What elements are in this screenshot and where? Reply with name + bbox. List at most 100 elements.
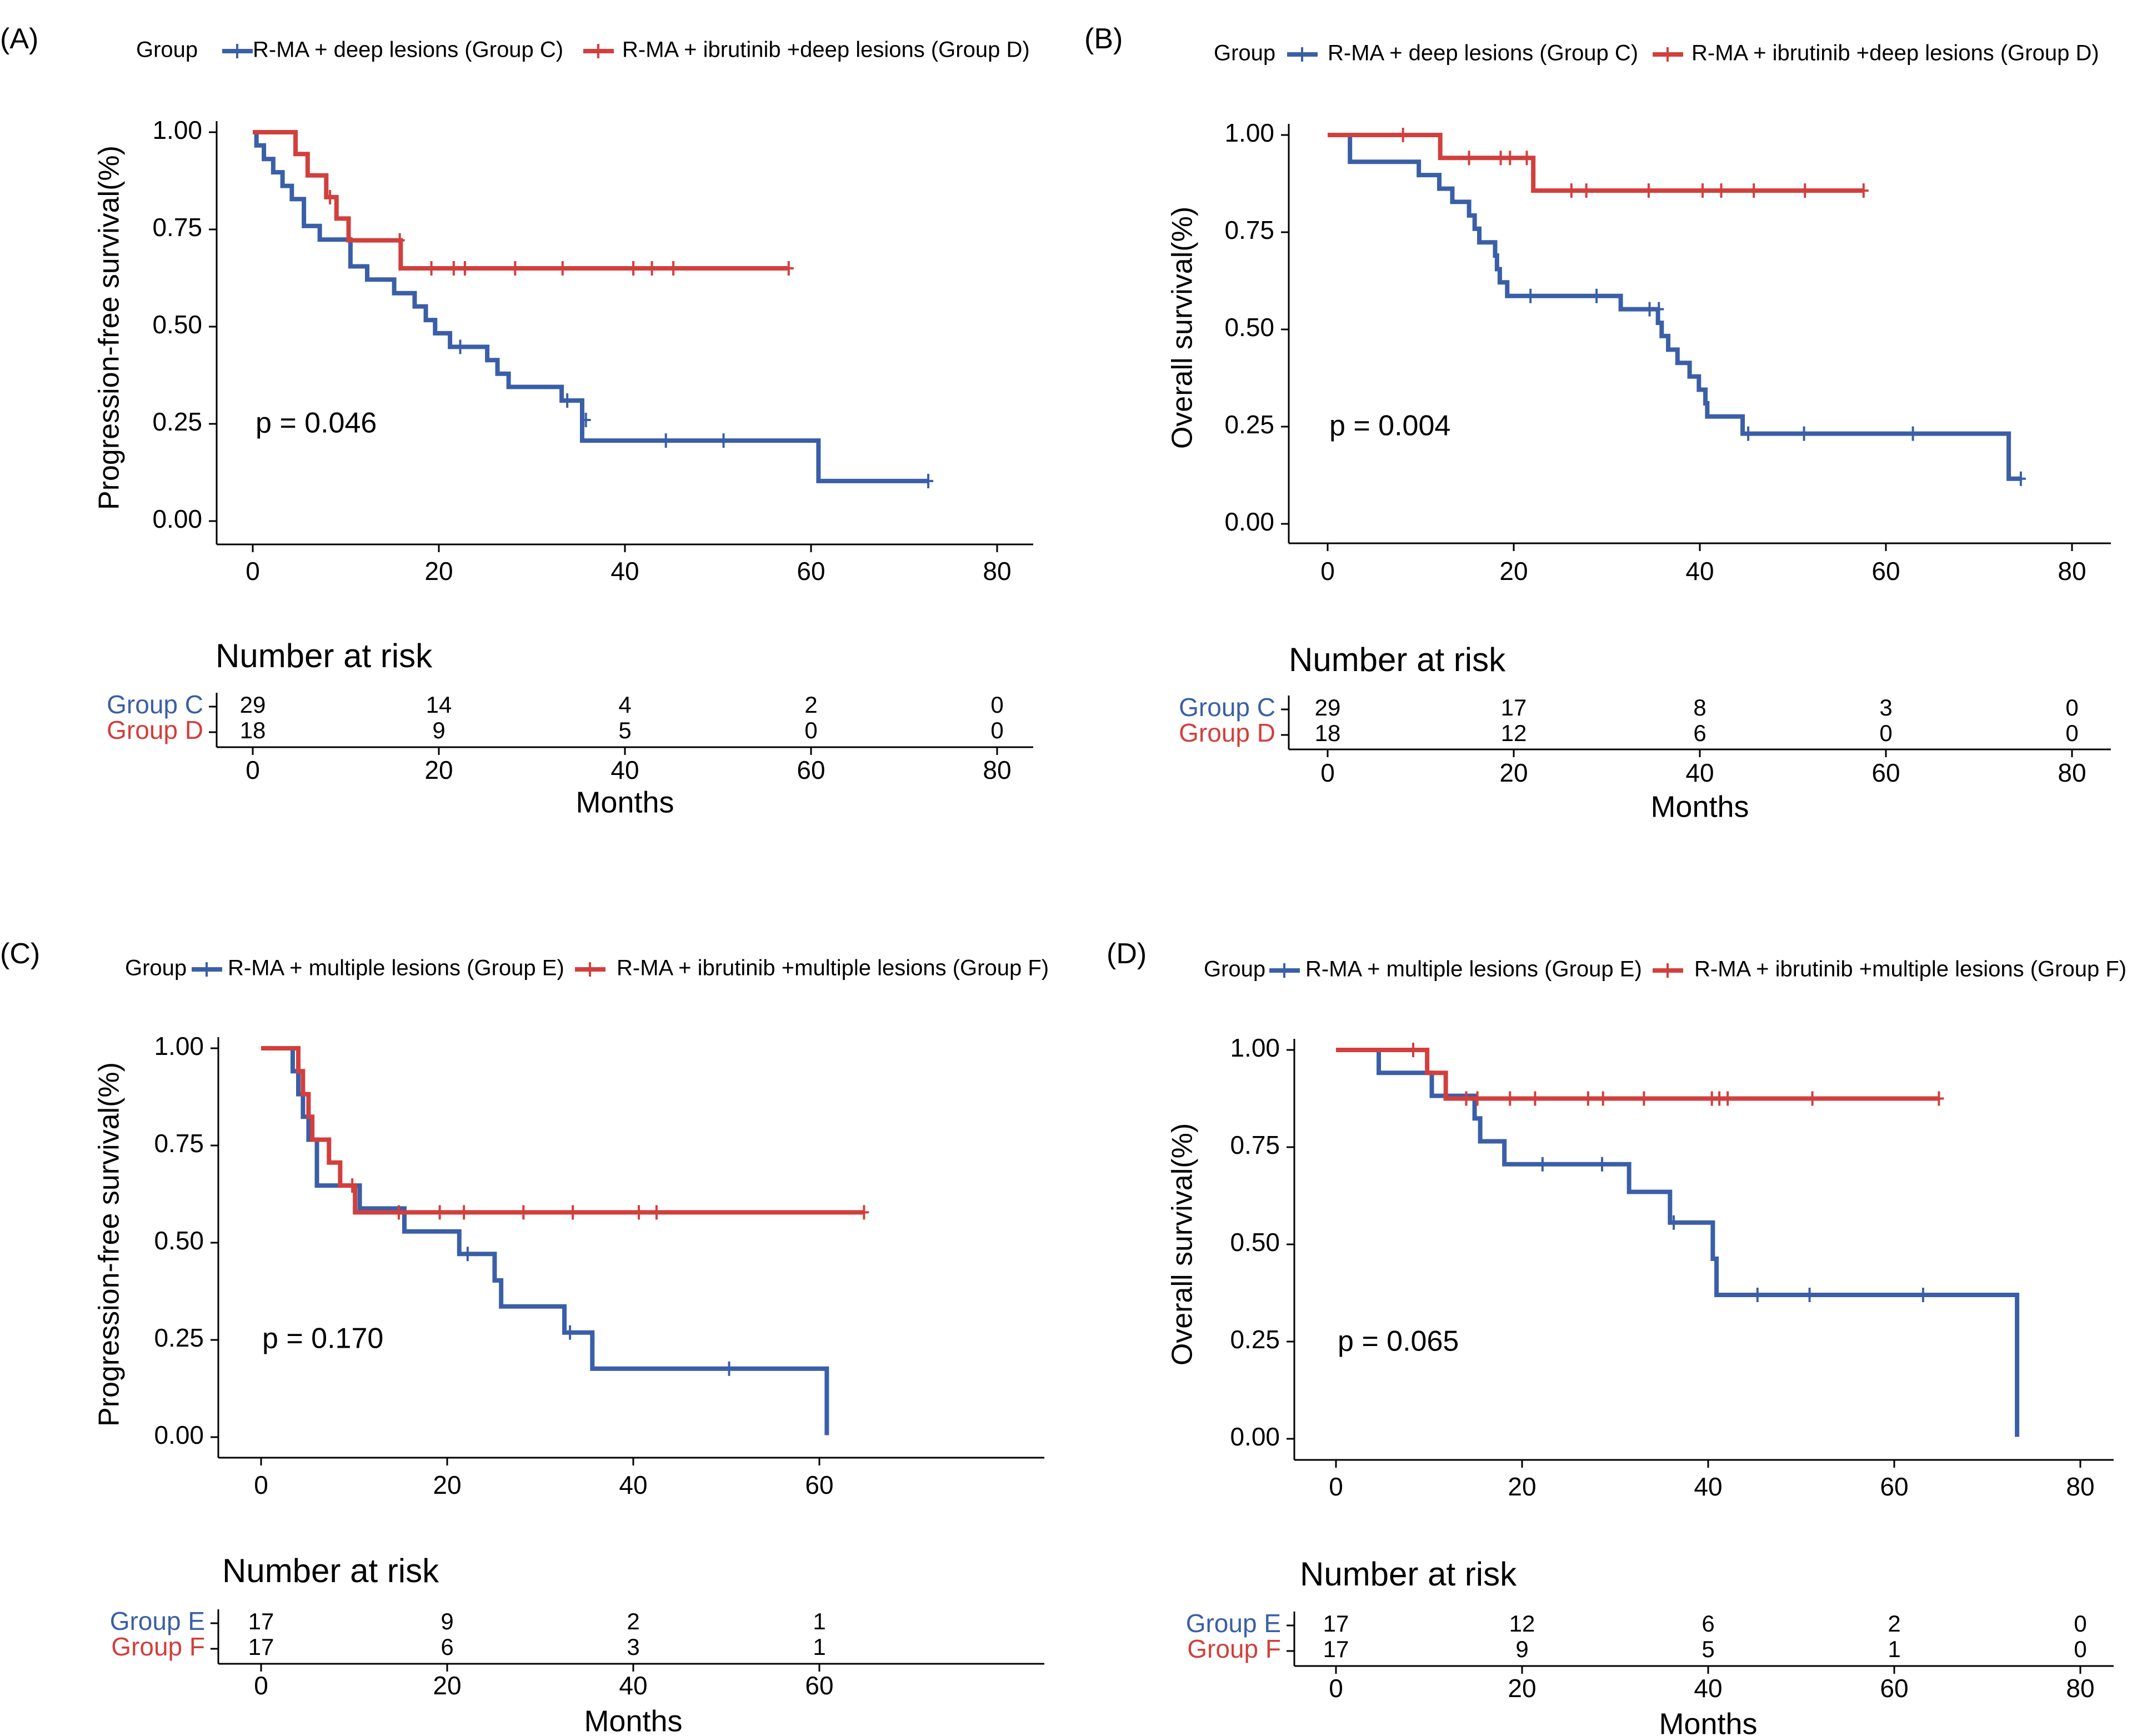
risk-count: 17 [248,1634,274,1660]
risk-count: 5 [1701,1636,1714,1662]
x-tick-label: 0 [254,1470,268,1499]
risk-x-tick-label: 60 [1871,758,1900,787]
y-tick-label: 0.75 [1230,1130,1280,1159]
p-value-annotation: p = 0.065 [1338,1325,1459,1358]
risk-x-tick-label: 60 [797,756,825,784]
risk-count: 8 [1693,694,1706,721]
risk-count: 6 [441,1634,453,1660]
risk-count: 0 [1879,720,1892,746]
y-tick-label: 0.75 [152,213,202,242]
p-value-annotation: p = 0.046 [256,407,377,439]
risk-row-label: Group D [107,716,203,744]
risk-x-tick-label: 80 [2066,1674,2094,1703]
y-tick-label: 0.00 [1230,1422,1280,1451]
km-curve-ibrutinib [253,130,789,271]
x-tick-label: 0 [1320,557,1335,586]
y-tick-label: 0.50 [1230,1228,1280,1257]
risk-count: 3 [627,1634,639,1660]
p-value-annotation: p = 0.004 [1329,410,1450,442]
km-panel-2: (B) Group R-MA + deep lesions (Group C) R-M… [1084,23,2111,823]
risk-count: 0 [2065,694,2078,721]
km-panel-1: (A) Group R-MA + deep lesions (Group C) R-M… [0,23,1033,819]
legend: Group R-MA + multiple lesions (Group E) R-… [125,956,1049,980]
risk-x-tick-label: 0 [1320,758,1335,787]
x-tick-label: 20 [1499,557,1528,586]
panel-label: (C) [0,938,40,970]
risk-count: 2 [1888,1610,1900,1637]
risk-count: 0 [990,717,1003,743]
legend-label: R-MA + multiple lesions (Group E) [1305,957,1642,982]
legend: Group R-MA + multiple lesions (Group E) R-… [1204,957,2126,982]
y-tick-label: 1.00 [152,116,202,144]
y-tick-label: 0.25 [154,1323,204,1352]
risk-count: 12 [1501,720,1527,746]
y-tick-label: 1.00 [1224,118,1274,147]
x-tick-label: 60 [805,1470,833,1499]
risk-x-tick-label: 40 [619,1671,647,1700]
x-tick-label: 40 [619,1470,647,1499]
y-axis-title: Progression-free survival(%) [93,146,126,510]
risk-row-label: Group C [1179,693,1275,722]
risk-table: Number at risk Group E 17 9 2 1 Group F 17 6 3 1 0 2… [110,1552,1044,1736]
risk-count: 0 [804,717,817,743]
x-tick-label: 60 [1871,557,1900,586]
legend-title: Group [136,38,198,62]
risk-count: 1 [813,1608,825,1634]
risk-count: 2 [627,1608,639,1634]
legend-label: R-MA + ibrutinib +multiple lesions (Grou… [1694,957,2126,982]
km-panel-4: (D) Group R-MA + multiple lesions (Group E… [1107,938,2126,1736]
y-tick-label: 0.75 [154,1129,204,1158]
risk-row-label: Group C [107,690,203,719]
risk-table-title: Number at risk [222,1552,439,1589]
y-tick-label: 0.00 [1224,507,1274,536]
risk-row-label: Group F [111,1632,205,1661]
risk-row-label: Group E [1186,1609,1281,1638]
risk-count: 29 [240,692,266,718]
risk-count: 6 [1693,720,1706,746]
x-tick-label: 20 [1508,1472,1536,1501]
y-tick-label: 0.75 [1224,216,1274,244]
x-tick-label: 80 [2058,557,2086,586]
risk-count: 2 [804,692,817,718]
y-axis-title: Overall survival(%) [1167,1123,1199,1365]
x-tick-label: 80 [983,557,1011,586]
risk-x-tick-label: 80 [983,756,1011,784]
risk-count: 9 [1515,1636,1528,1662]
risk-x-tick-label: 80 [2058,758,2086,787]
x-tick-label: 40 [1685,557,1714,586]
panel-label: (A) [0,23,38,55]
y-tick-label: 0.25 [1230,1325,1280,1354]
risk-count: 3 [1879,694,1892,721]
panel-label: (B) [1084,23,1123,55]
x-axis-title: Months [1650,790,1749,823]
risk-count: 18 [240,717,266,743]
legend-label: R-MA + deep lesions (Group C) [253,38,563,62]
legend: Group R-MA + deep lesions (Group C) R-MA +… [136,38,1030,62]
km-curve-ibrutinib [1336,1048,1939,1101]
panel-label: (D) [1107,938,1147,970]
y-tick-label: 1.00 [1230,1033,1280,1062]
risk-table-title: Number at risk [1289,641,1506,678]
risk-table-title: Number at risk [1300,1555,1517,1593]
x-tick-label: 60 [797,557,825,586]
risk-count: 0 [990,692,1003,718]
risk-x-tick-label: 40 [610,756,639,784]
risk-count: 1 [1888,1636,1900,1662]
risk-x-tick-label: 60 [1880,1674,1908,1703]
y-axis-title: Overall survival(%) [1167,207,1199,449]
y-tick-label: 0.25 [1224,410,1274,439]
risk-x-tick-label: 0 [1329,1674,1343,1703]
km-panel-3: (C) Group R-MA + multiple lesions (Group E… [0,938,1049,1736]
y-tick-label: 0.50 [152,310,202,339]
risk-count: 17 [248,1608,274,1634]
risk-count: 9 [441,1608,453,1634]
km-curve-control [1328,133,2021,481]
risk-count: 9 [432,717,445,743]
legend-title: Group [125,956,187,980]
risk-x-tick-label: 0 [254,1671,268,1700]
risk-count: 0 [2074,1636,2086,1662]
